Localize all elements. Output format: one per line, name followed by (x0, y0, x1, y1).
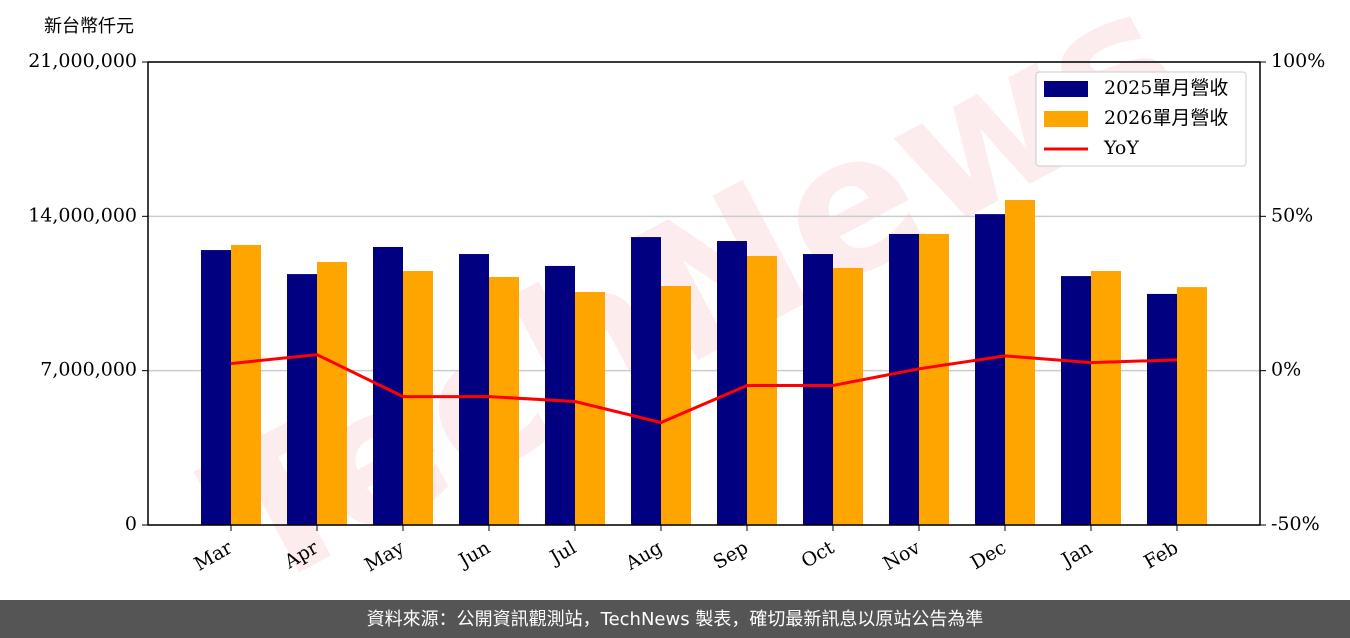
x-tick-label: Jun (453, 537, 494, 573)
y-axis-label: 新台幣仟元 (44, 16, 134, 37)
bar (373, 246, 403, 525)
bar (287, 274, 317, 525)
plot-frame (147, 61, 1261, 526)
bar (1091, 271, 1121, 525)
legend-label: YoY (1103, 137, 1139, 159)
bar (1005, 200, 1035, 525)
bar (231, 244, 261, 525)
x-tick-label: Dec (967, 537, 1010, 575)
bar (1147, 293, 1177, 525)
legend-box (1035, 71, 1247, 167)
x-tick-label: Jul (545, 537, 580, 570)
y2-tick-label: -50% (1271, 513, 1320, 535)
bar (545, 265, 575, 525)
bar (1177, 287, 1207, 525)
bar (489, 276, 519, 525)
legend-label: 2025單月營收 (1104, 77, 1228, 99)
bar (975, 214, 1005, 525)
bar (661, 286, 691, 525)
y2-tick-label: 100% (1271, 50, 1325, 72)
x-tick-label: Aug (621, 537, 666, 576)
bar (459, 254, 489, 525)
bar (317, 261, 347, 525)
x-tick-label: Feb (1140, 537, 1182, 574)
legend-swatch (1044, 81, 1088, 97)
bar (717, 241, 747, 525)
y-tick-label: 0 (125, 513, 137, 535)
y-tick-label: 21,000,000 (28, 50, 137, 72)
bar (833, 267, 863, 525)
bar (631, 237, 661, 525)
y2-tick-label: 0% (1271, 359, 1301, 381)
y-tick-label: 7,000,000 (40, 359, 137, 381)
x-tick-label: Nov (879, 536, 924, 575)
x-tick-label: Sep (709, 537, 752, 574)
bar (919, 233, 949, 525)
footer: 資料來源：公開資訊觀測站，TechNews 製表，確切最新訊息以原站公告為準 (367, 609, 984, 630)
y-tick-label: 14,000,000 (28, 204, 137, 226)
bar (889, 233, 919, 525)
x-tick-label: Jan (1056, 537, 1096, 573)
legend-swatch (1044, 111, 1088, 127)
bar (803, 254, 833, 525)
legend-label: 2026單月營收 (1104, 107, 1228, 129)
x-tick-label: Oct (798, 536, 839, 572)
bar (747, 256, 777, 525)
bar (201, 250, 231, 525)
bar (1061, 276, 1091, 525)
footer-bar (0, 600, 1350, 638)
yoy-line (230, 353, 1178, 425)
y2-tick-label: 50% (1271, 204, 1313, 226)
